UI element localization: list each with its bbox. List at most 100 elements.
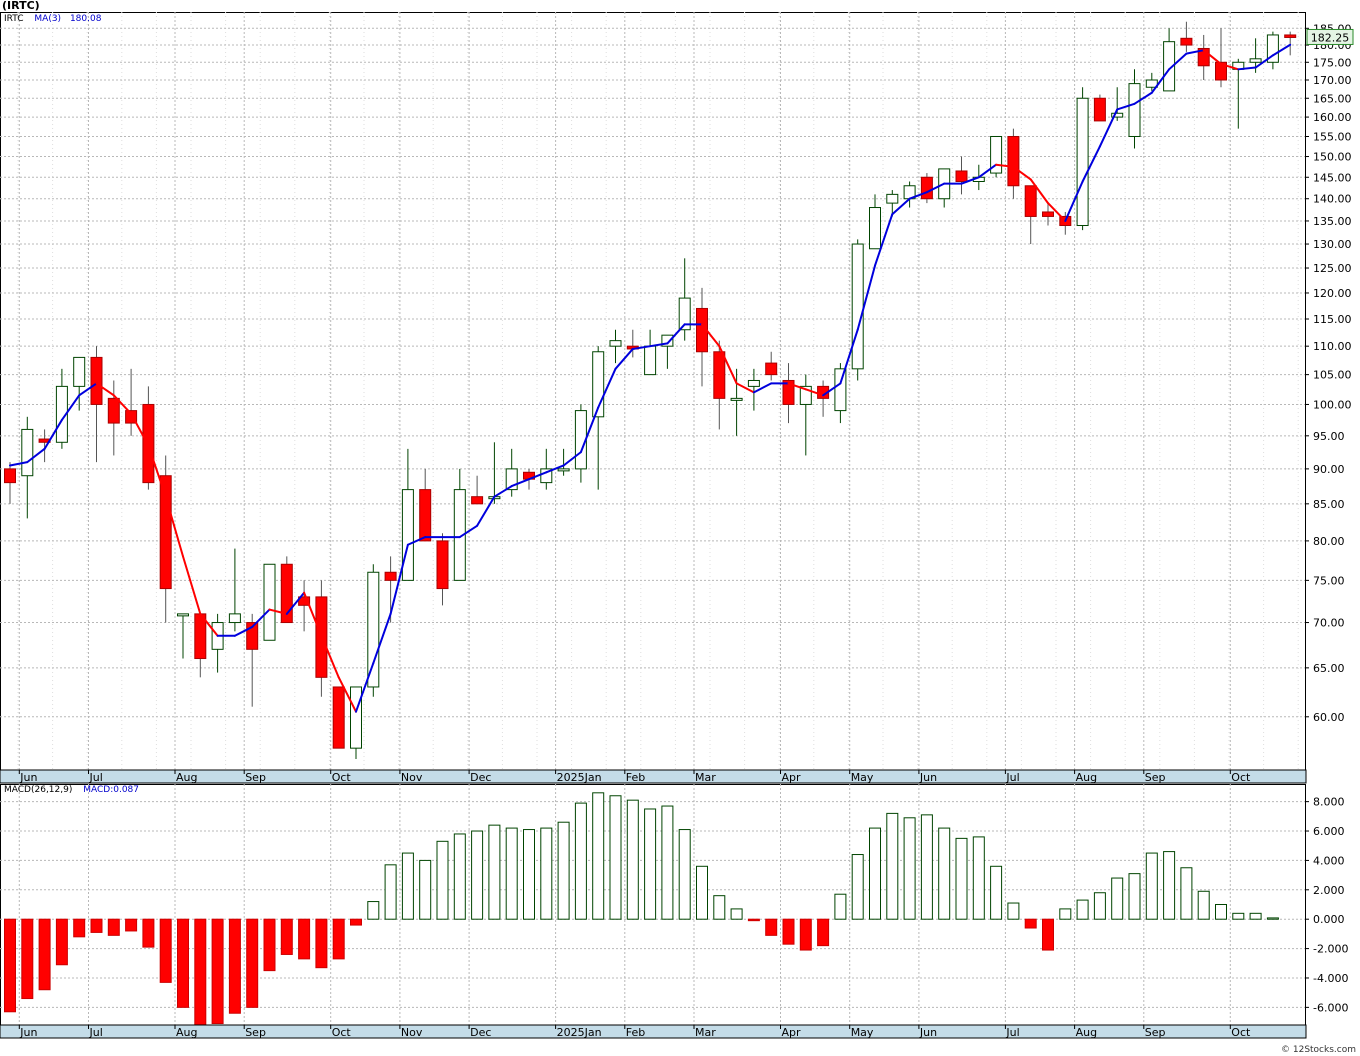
candle-body: [609, 340, 622, 347]
date-tick-label: Sep: [245, 771, 266, 784]
price-tick-label: 135.00: [1313, 215, 1352, 228]
macd-bar: [1024, 918, 1037, 929]
candle-body: [920, 176, 933, 200]
price-tick-label: 160.00: [1313, 111, 1352, 124]
candle: [55, 368, 68, 449]
candle-body: [367, 571, 380, 688]
candle-body: [851, 243, 864, 370]
candle: [471, 475, 484, 505]
macd-bar: [869, 827, 881, 920]
macd-bar: [747, 918, 760, 922]
ma3-segment: [510, 478, 530, 488]
candle: [678, 258, 691, 341]
candle-body: [4, 468, 16, 484]
candle: [730, 368, 743, 436]
price-tick-label: 125.00: [1313, 262, 1352, 275]
candle: [280, 556, 293, 624]
macd-bar: [730, 908, 743, 920]
macd-bar: [1093, 892, 1106, 920]
ma3-segment: [233, 625, 254, 637]
macd-bar: [228, 918, 241, 1014]
candle-body: [990, 135, 1003, 174]
candle-body: [747, 379, 760, 387]
candle: [1128, 69, 1141, 149]
ma3-segment: [666, 323, 686, 345]
macd-bar: [107, 918, 120, 936]
candle-body: [1024, 185, 1037, 217]
date-tick-label: May: [851, 1026, 874, 1039]
macd-bar: [1266, 917, 1279, 920]
macd-bar: [21, 918, 34, 1000]
candle-body: [540, 468, 553, 484]
macd-bar: [142, 918, 155, 948]
macd-bar: [471, 830, 484, 920]
candle: [298, 580, 311, 632]
date-tick-label: Oct: [1231, 1026, 1251, 1039]
ma3-segment: [735, 382, 755, 394]
candle: [21, 416, 34, 519]
macd-bar: [765, 918, 778, 936]
macd-bar: [626, 799, 639, 920]
date-tick-label: Sep: [245, 1026, 266, 1039]
macd-bar: [972, 836, 985, 920]
candle-body: [1249, 58, 1262, 63]
candle-body: [298, 596, 311, 606]
ma3-segment: [908, 191, 928, 200]
ma3-segment: [1254, 54, 1274, 69]
ma3-segment: [925, 182, 946, 194]
ma3-segment: [1098, 108, 1119, 148]
candle: [401, 448, 414, 581]
macd-bar: [298, 918, 311, 960]
date-tick-label: Feb: [626, 1026, 645, 1039]
candle-body: [436, 540, 449, 590]
price-legend: IRTC MA(3) 180.08: [4, 14, 101, 24]
candle-body: [644, 345, 657, 376]
date-tick-label: Jul: [1005, 771, 1019, 784]
ma3-segment: [631, 345, 652, 350]
ma3-segment: [1150, 68, 1171, 94]
legend-symbol: IRTC: [4, 14, 24, 24]
ma3-segment: [458, 524, 479, 539]
candle: [1093, 94, 1106, 122]
macd-bar: [367, 901, 380, 920]
candle: [557, 448, 570, 476]
candle: [125, 368, 138, 436]
macd-bar: [1232, 912, 1245, 920]
macd-tick-label: 8.000: [1313, 796, 1345, 809]
candle-body: [1215, 61, 1227, 81]
candle: [990, 135, 1003, 178]
price-tick-label: 120.00: [1313, 287, 1352, 300]
legend-ma-label: MA(3): [34, 14, 62, 24]
ma3-segment: [1029, 178, 1049, 205]
price-tick-label: 115.00: [1313, 313, 1352, 326]
ma3-segment: [874, 213, 894, 267]
macd-bar: [1197, 890, 1210, 920]
candle-body: [1007, 135, 1020, 187]
macd-tick-label: 0.000: [1313, 913, 1345, 926]
price-tick-label: 65.00: [1313, 662, 1345, 675]
ma3-segment: [1064, 180, 1084, 222]
macd-tick-label: 4.000: [1313, 854, 1345, 867]
macd-bar: [453, 833, 466, 920]
ma3-segment: [372, 612, 392, 665]
ma3-segment: [718, 345, 738, 385]
ma3-segment: [60, 394, 81, 421]
candle-body: [453, 489, 466, 581]
date-tick-label: 2025Jan: [557, 771, 602, 784]
ma3-segment: [701, 323, 721, 348]
candle: [1215, 28, 1227, 88]
price-tick-label: 170.00: [1313, 74, 1352, 87]
candle: [4, 462, 16, 504]
candle-body: [228, 613, 241, 624]
candle: [886, 190, 899, 217]
macd-bar: [263, 918, 276, 972]
ma3-segment: [355, 662, 375, 713]
macd-tick-label: -4.000: [1313, 972, 1348, 985]
legend-macd-value: MACD:0.087: [83, 785, 140, 795]
macd-bar: [886, 812, 899, 920]
candle: [367, 564, 380, 697]
date-tick-label: Aug: [176, 1026, 197, 1039]
ma3-segment: [78, 382, 98, 397]
macd-bar: [1111, 877, 1124, 920]
ma3-segment: [1116, 102, 1136, 111]
